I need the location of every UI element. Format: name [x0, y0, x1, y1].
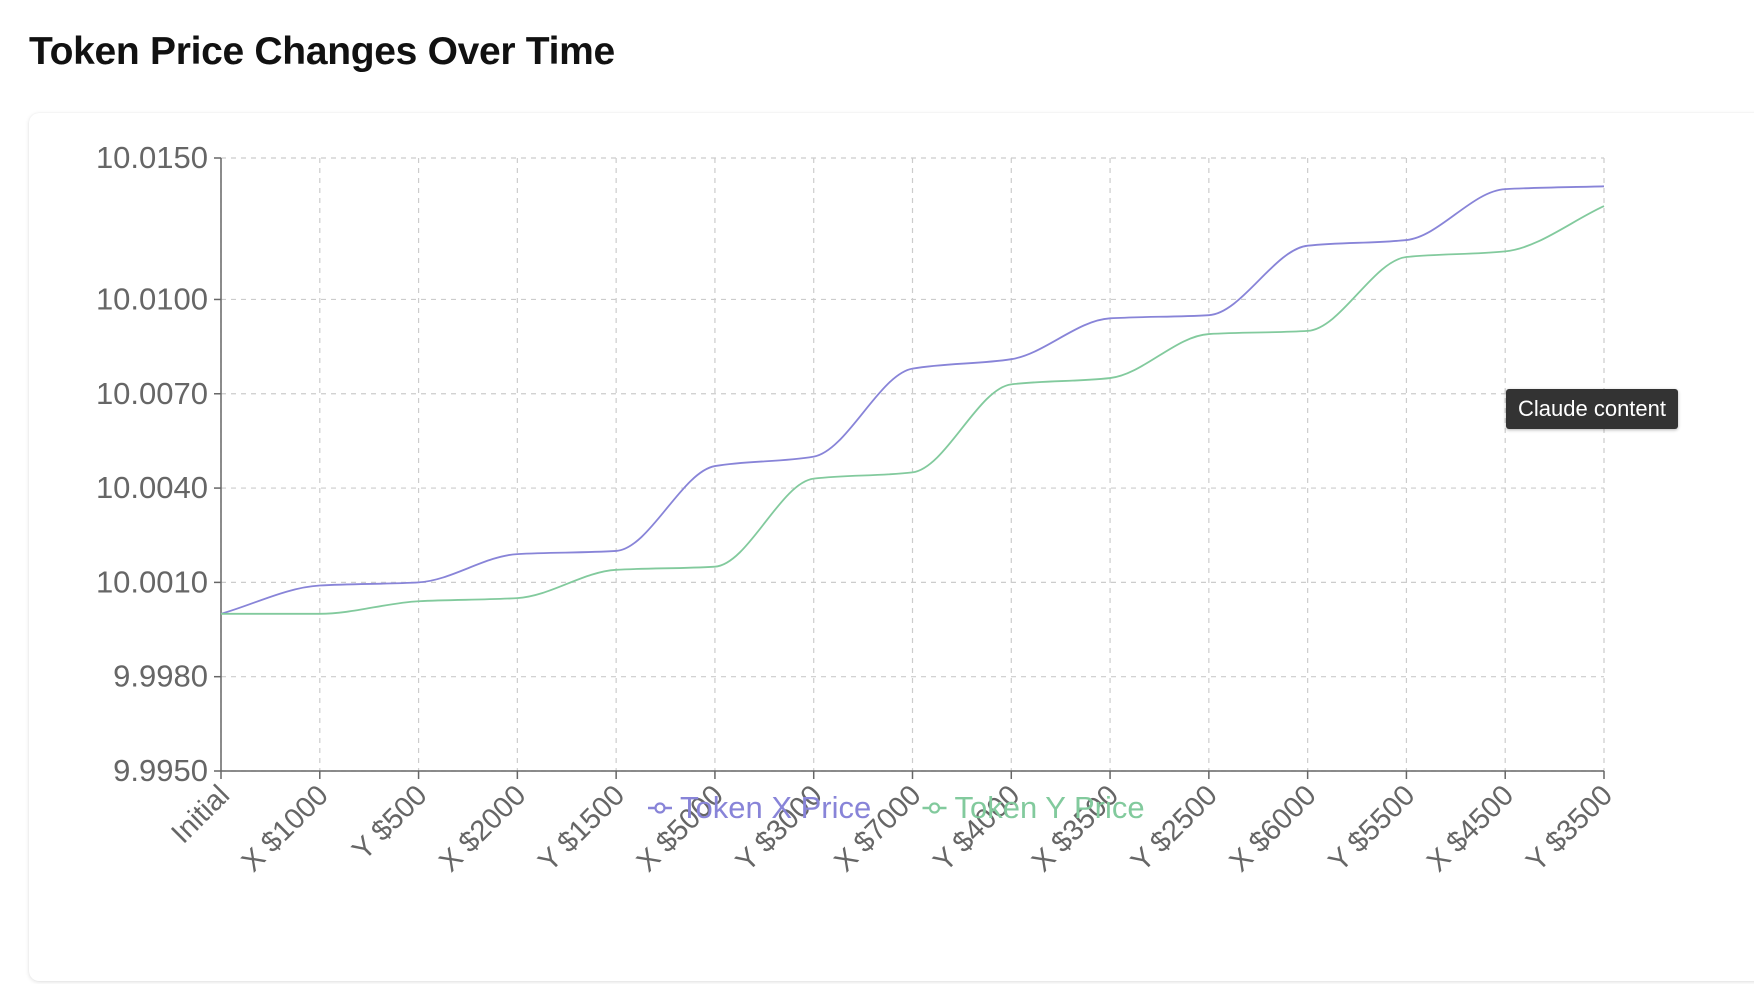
- x-tick-label: Y $1500: [532, 779, 631, 878]
- legend-item-token-y-price[interactable]: Token Y Price: [922, 790, 1145, 825]
- y-tick-label: 10.0070: [96, 376, 208, 411]
- x-tick-label: X $1000: [236, 779, 335, 878]
- legend[interactable]: Token X Price Token Y Price: [648, 790, 1145, 825]
- page-title: Token Price Changes Over Time: [29, 30, 615, 73]
- y-tick-label: 10.0010: [96, 564, 208, 599]
- x-tick-label: X $4500: [1421, 779, 1520, 878]
- legend-marker-icon: [654, 802, 666, 814]
- y-tick-label: 10.0040: [96, 470, 208, 505]
- x-tick-label: X $2000: [433, 779, 532, 878]
- x-tick-label: Initial: [165, 779, 236, 850]
- tooltip: Claude content: [1506, 389, 1678, 429]
- x-tick-label: Y $500: [346, 779, 433, 866]
- chart-card: 9.9950 9.9980 10.0010 10.0040 10.0070 10.0100…: [29, 113, 1754, 981]
- legend-marker-icon: [928, 802, 941, 814]
- y-tick-label: 9.9980: [113, 659, 208, 694]
- x-tick-label: Y $3500: [1520, 779, 1619, 878]
- axes: 9.9950 9.9980 10.0010 10.0040 10.0070 10.0100…: [96, 140, 1619, 878]
- series: [220, 185, 1605, 615]
- y-tick-label: 10.0100: [96, 281, 208, 316]
- legend-label: Token X Price: [680, 790, 871, 825]
- legend-label: Token Y Price: [955, 790, 1145, 825]
- x-tick-label: X $6000: [1224, 779, 1323, 878]
- y-tick-label: 9.9950: [113, 753, 208, 788]
- legend-item-token-x-price[interactable]: Token X Price: [648, 790, 871, 825]
- token-x-price-line: [220, 185, 1605, 615]
- x-tick-label: Y $5500: [1323, 779, 1422, 878]
- y-tick-label: 10.0150: [96, 140, 208, 175]
- token-y-price-line: [220, 205, 1605, 615]
- line-chart: 9.9950 9.9980 10.0010 10.0040 10.0070 10.0100…: [96, 140, 1619, 878]
- grid: [220, 157, 1605, 772]
